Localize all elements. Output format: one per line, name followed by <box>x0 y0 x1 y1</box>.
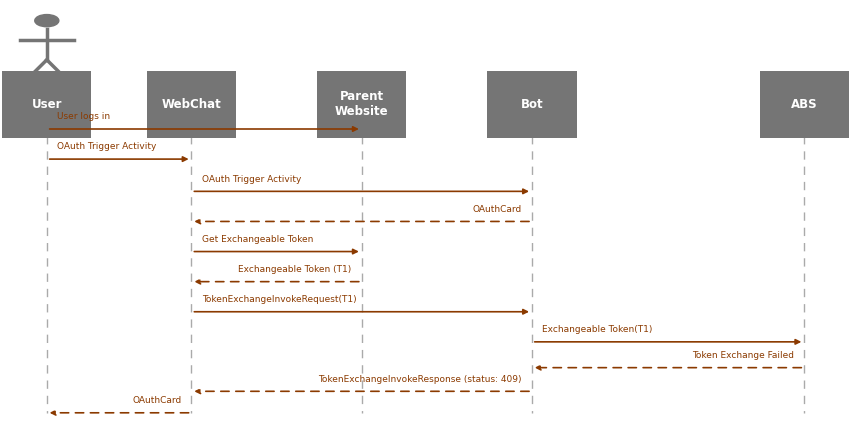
Text: Exchangeable Token(T1): Exchangeable Token(T1) <box>542 325 653 334</box>
Text: WebChat: WebChat <box>162 98 221 111</box>
Text: TokenExchangeInvokeResponse (status: 409): TokenExchangeInvokeResponse (status: 409… <box>318 375 522 384</box>
Text: OAuthCard: OAuthCard <box>132 396 181 405</box>
Circle shape <box>35 15 59 27</box>
Text: Get Exchangeable Token: Get Exchangeable Token <box>202 235 313 244</box>
Bar <box>317 71 406 138</box>
Text: Token Exchange Failed: Token Exchange Failed <box>692 351 794 360</box>
Text: TokenExchangeInvokeRequest(T1): TokenExchangeInvokeRequest(T1) <box>202 295 357 304</box>
Text: Exchangeable Token (T1): Exchangeable Token (T1) <box>238 265 351 274</box>
Text: ABS: ABS <box>791 98 818 111</box>
Text: OAuthCard: OAuthCard <box>472 205 522 214</box>
Text: Parent
Website: Parent Website <box>334 90 389 118</box>
Bar <box>3 71 91 138</box>
Bar <box>487 71 577 138</box>
Text: OAuth Trigger Activity: OAuth Trigger Activity <box>202 175 301 184</box>
Bar <box>147 71 237 138</box>
Text: OAuth Trigger Activity: OAuth Trigger Activity <box>57 142 157 151</box>
Bar <box>759 71 848 138</box>
Text: User: User <box>31 98 62 111</box>
Text: Bot: Bot <box>521 98 543 111</box>
Text: User logs in: User logs in <box>57 112 110 121</box>
